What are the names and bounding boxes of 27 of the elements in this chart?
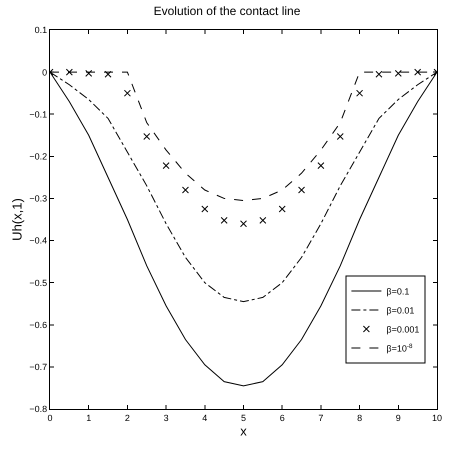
legend-label: β=10$^{-8}$ xyxy=(386,342,413,354)
y-tick-label: −0.7 xyxy=(29,362,48,372)
x-tick-label: 10 xyxy=(432,412,442,423)
y-tick-label: −0.8 xyxy=(29,404,48,414)
y-tick-label: 0.1 xyxy=(34,25,48,36)
x-tick-label: 4 xyxy=(202,412,208,423)
y-tick-label: −0.2 xyxy=(29,151,48,162)
y-tick-label: 0 xyxy=(42,67,48,78)
chart-title: Evolution of the contact line xyxy=(154,4,301,18)
x-tick-label: 2 xyxy=(124,412,130,423)
legend-label: β=0.1 xyxy=(386,286,410,297)
y-tick-label: −0.6 xyxy=(29,320,48,330)
x-tick-label: 1 xyxy=(86,412,92,423)
x-tick-label: 5 xyxy=(240,412,246,423)
x-axis-title: x xyxy=(240,423,248,438)
y-tick-label: −0.4 xyxy=(29,236,48,246)
legend-label: β=0.001 xyxy=(386,324,420,335)
x-tick-label: 8 xyxy=(357,412,362,423)
y-tick-label: −0.5 xyxy=(29,278,48,288)
y-tick-label: −0.1 xyxy=(29,109,48,120)
legend-label: β=0.01 xyxy=(386,306,414,316)
x-tick-label: 7 xyxy=(318,412,324,423)
y-axis-title: Uh(x,1) xyxy=(9,198,24,241)
x-tick-label: 6 xyxy=(280,412,285,423)
x-tick-label: 3 xyxy=(164,412,169,423)
y-tick-label: −0.3 xyxy=(29,194,48,204)
x-tick-label: 9 xyxy=(396,412,401,423)
